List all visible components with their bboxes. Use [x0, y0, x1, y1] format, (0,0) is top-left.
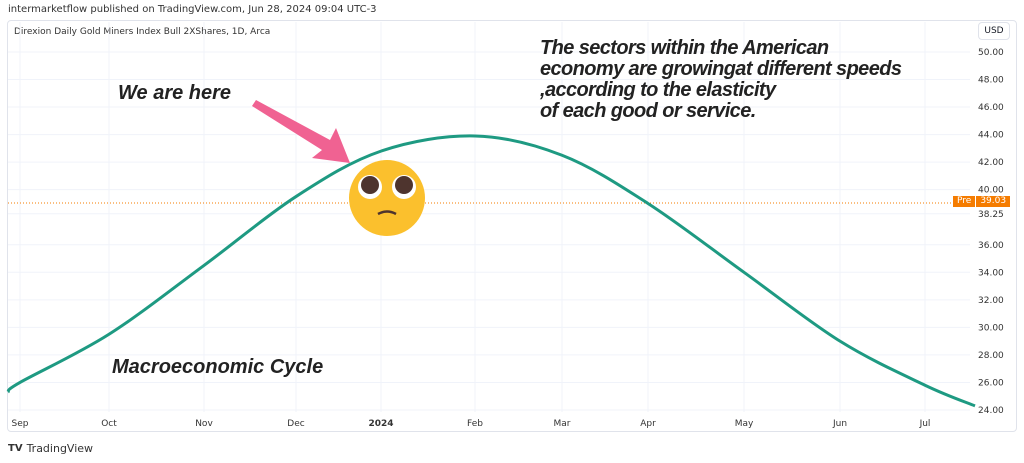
we-are-here-annotation: We are here [118, 82, 232, 104]
logo-icon: TV [8, 443, 23, 454]
pink-arrow-icon [252, 100, 350, 163]
y-tick-label: 34.00 [978, 268, 1004, 278]
publisher-line: intermarketflow published on TradingView… [8, 4, 377, 15]
y-tick-label: 24.00 [978, 406, 1004, 416]
y-tick-label: 40.00 [978, 186, 1004, 196]
x-tick-label: Dec [287, 419, 304, 429]
x-tick-label: Jun [832, 419, 847, 429]
symbol-title: Direxion Daily Gold Miners Index Bull 2X… [14, 27, 271, 37]
eye-pupil [361, 176, 379, 194]
eye-pupil [395, 176, 413, 194]
currency-button[interactable]: USD [978, 22, 1010, 40]
x-tick-label: Sep [12, 419, 29, 429]
tradingview-logo[interactable]: TV TradingView [8, 442, 93, 455]
x-tick-label: 2024 [368, 419, 393, 429]
pre-tag: Pre [953, 196, 976, 207]
cycle-annotation: Macroeconomic Cycle [112, 356, 324, 378]
price-value: 39.03 [976, 196, 1011, 207]
y-tick-label: 28.00 [978, 351, 1004, 361]
y-tick-label: 26.00 [978, 378, 1004, 388]
y-tick-label: 32.00 [978, 296, 1004, 306]
x-tick-label: Nov [195, 419, 213, 429]
x-tick-label: Apr [640, 419, 656, 429]
y-tick-label: 48.00 [978, 76, 1004, 86]
logo-text: TradingView [26, 442, 94, 455]
x-tick-label: Mar [554, 419, 571, 429]
y-tick-label: 44.00 [978, 131, 1004, 141]
x-tick-label: Feb [467, 419, 483, 429]
x-tick-label: Jul [919, 419, 931, 429]
note-annotation: The sectors within the American economy … [540, 37, 902, 122]
chart-frame [7, 20, 1017, 432]
y-tick-label: 42.00 [978, 158, 1004, 168]
y-tick-label: 50.00 [978, 48, 1004, 58]
y-tick-label: 36.00 [978, 241, 1004, 251]
x-tick-label: May [735, 419, 754, 429]
y-tick-label: 30.00 [978, 323, 1004, 333]
x-tick-label: Oct [101, 419, 117, 429]
price-label: Pre 39.03 [953, 196, 1011, 207]
pleading-face-icon [349, 160, 425, 236]
cycle-line [6, 134, 976, 408]
y-tick-label: 46.00 [978, 103, 1004, 113]
mouth [377, 210, 397, 216]
y-tick-label: 38.25 [978, 210, 1004, 220]
